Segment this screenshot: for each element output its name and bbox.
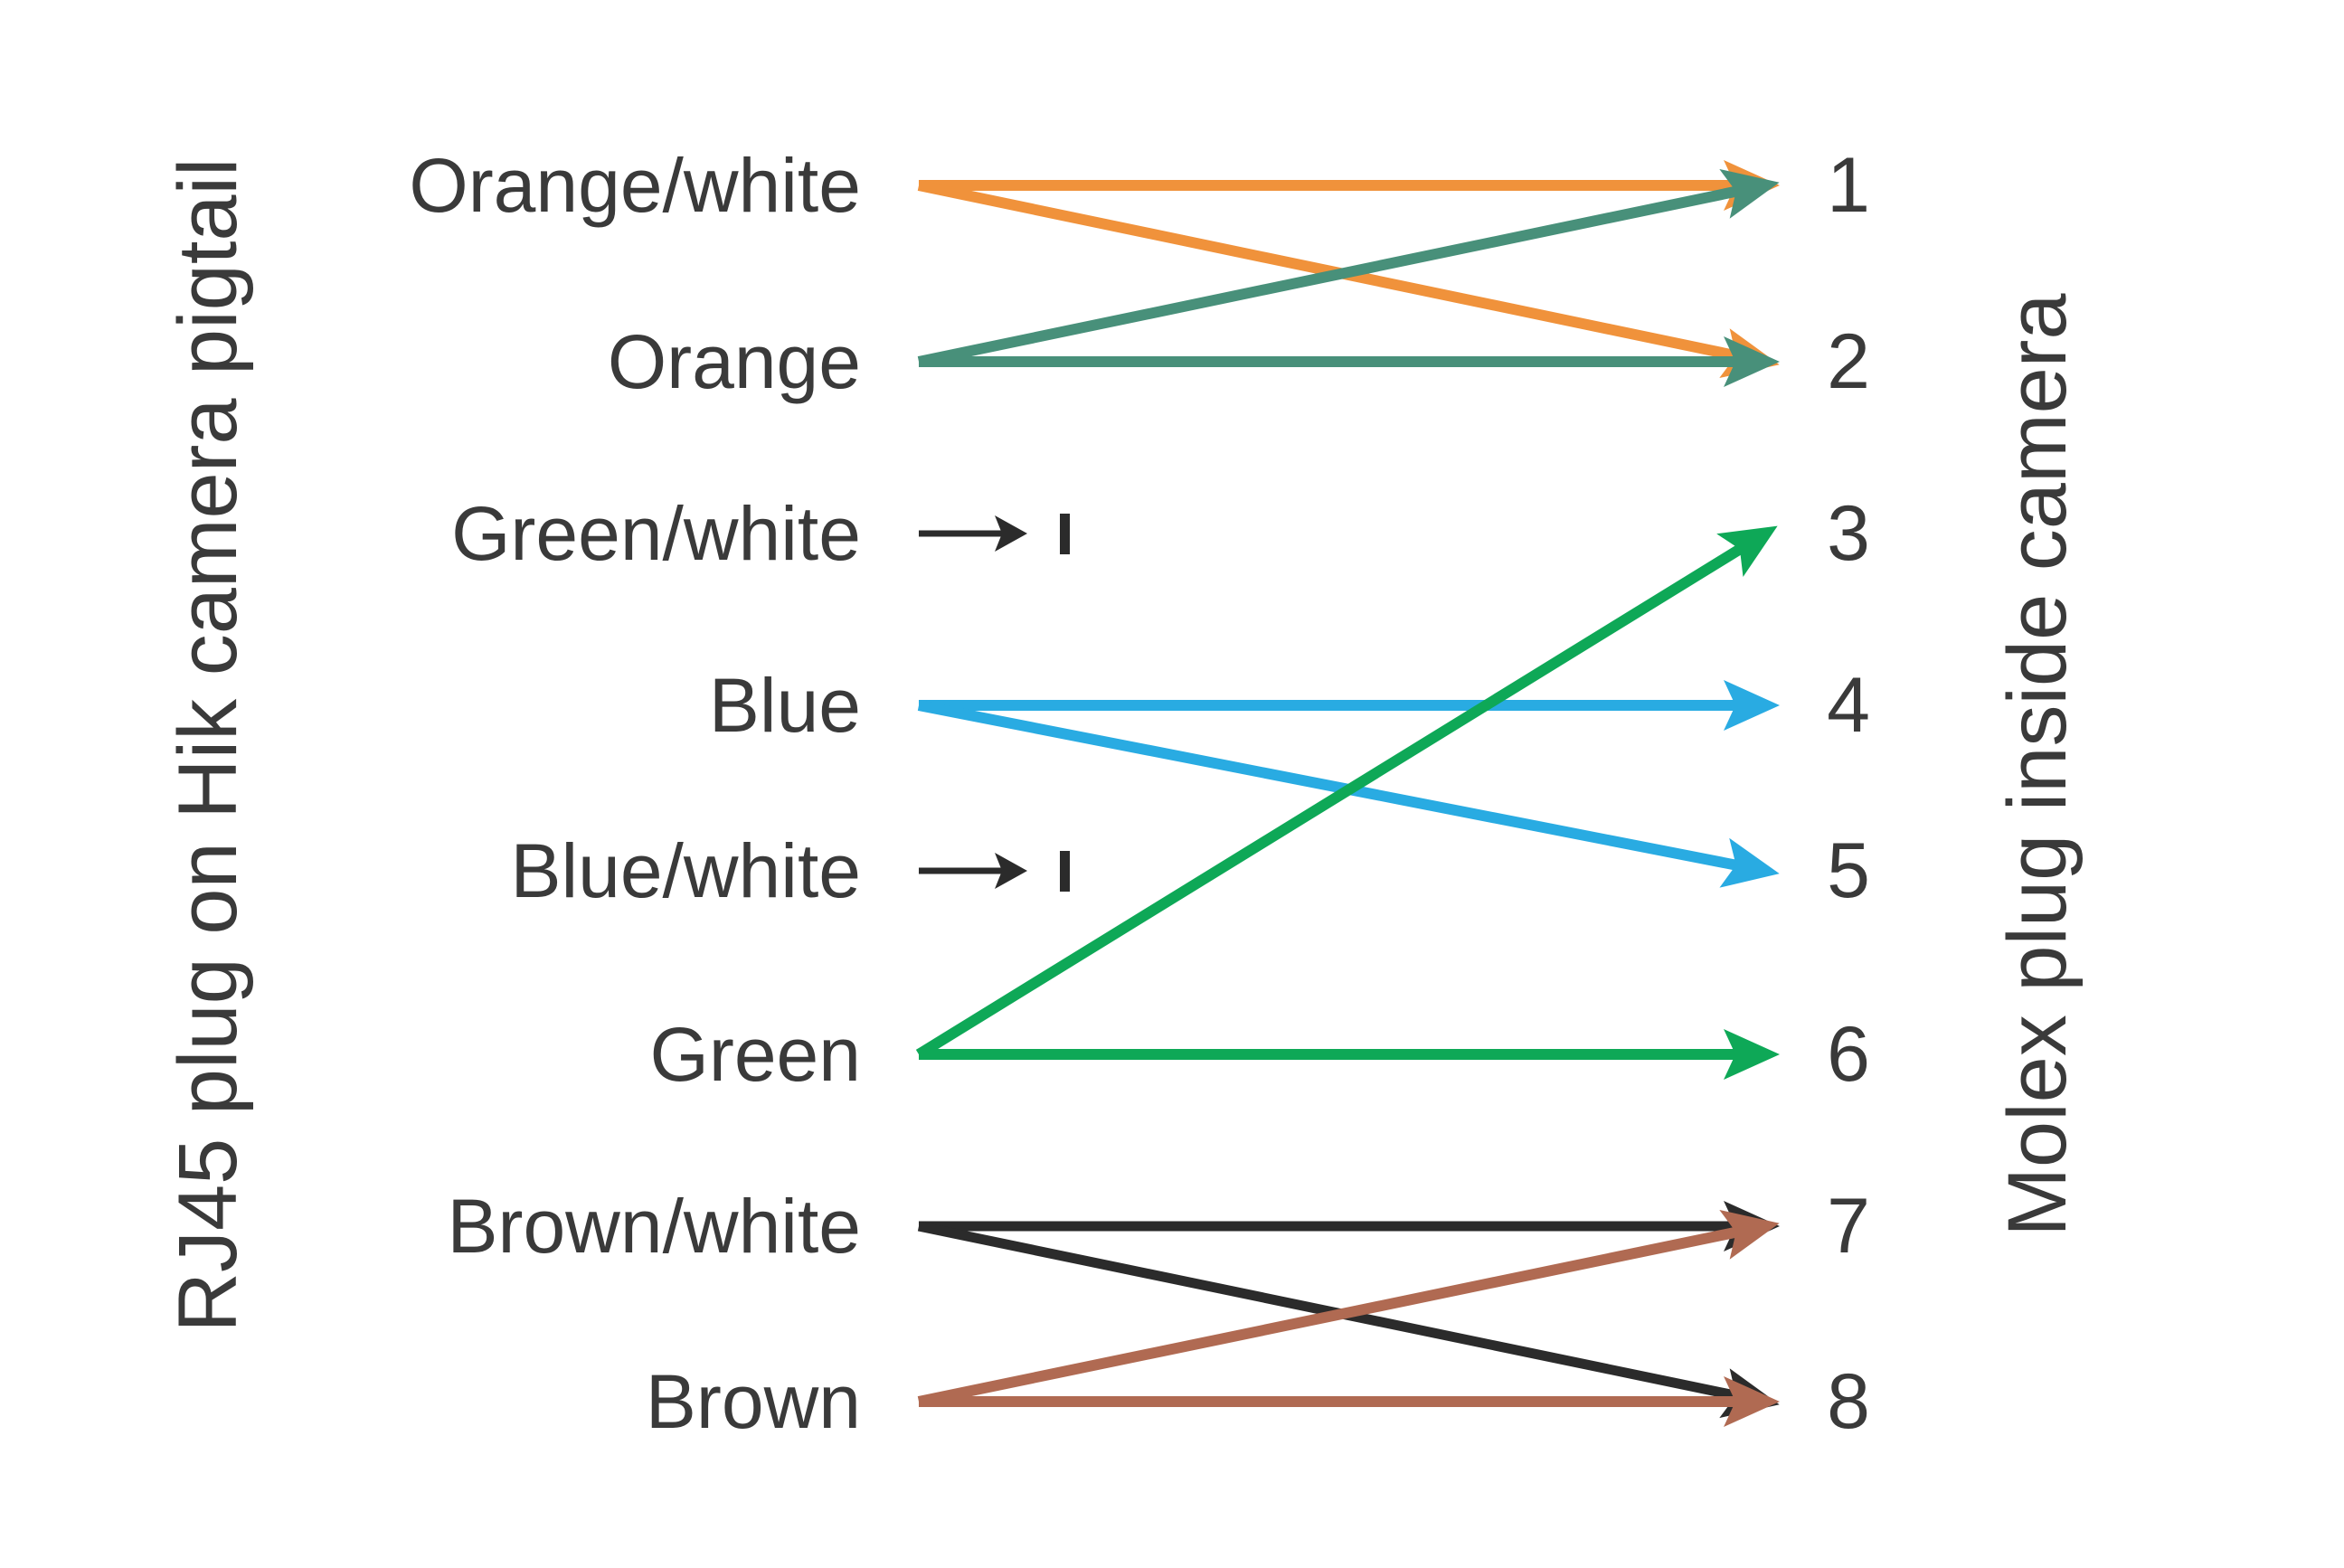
pin-number-7: 7 — [1827, 1183, 1870, 1270]
wire-label-blue-white: Blue/white — [510, 828, 861, 913]
connection-arrow-orange-to-pin-1 — [917, 168, 1780, 367]
left-axis-label: RJ45 plug on Hik camera pigtail — [162, 158, 254, 1333]
pin-number-4: 4 — [1827, 662, 1870, 749]
labels-layer: Orange/white 1 Orange 2 Green/white 3 Blue 4 Blu… — [409, 142, 1870, 1445]
terminator-bar-green-white — [1060, 514, 1070, 554]
connections-layer — [915, 160, 1780, 1427]
pin-number-5: 5 — [1827, 827, 1870, 914]
terminator-bar-blue-white — [1060, 851, 1070, 892]
connection-arrow-green-to-pin-3 — [915, 525, 1778, 1060]
pin-number-6: 6 — [1827, 1011, 1870, 1098]
wire-label-orange-white: Orange/white — [409, 143, 861, 228]
right-axis-label: Molex plug inside camera — [1991, 293, 2084, 1237]
pin-number-8: 8 — [1827, 1358, 1870, 1445]
wire-label-green: Green — [650, 1012, 861, 1097]
wire-label-brown-white: Brown/white — [447, 1184, 861, 1269]
pin-number-2: 2 — [1827, 318, 1870, 405]
pin-number-3: 3 — [1827, 490, 1870, 577]
wire-label-blue: Blue — [709, 663, 861, 748]
connection-arrow-brown-to-pin-7 — [917, 1209, 1780, 1407]
wire-label-orange: Orange — [608, 319, 861, 404]
wire-label-green-white: Green/white — [451, 491, 861, 576]
pin-number-1: 1 — [1827, 142, 1870, 229]
wire-label-brown: Brown — [646, 1359, 861, 1444]
